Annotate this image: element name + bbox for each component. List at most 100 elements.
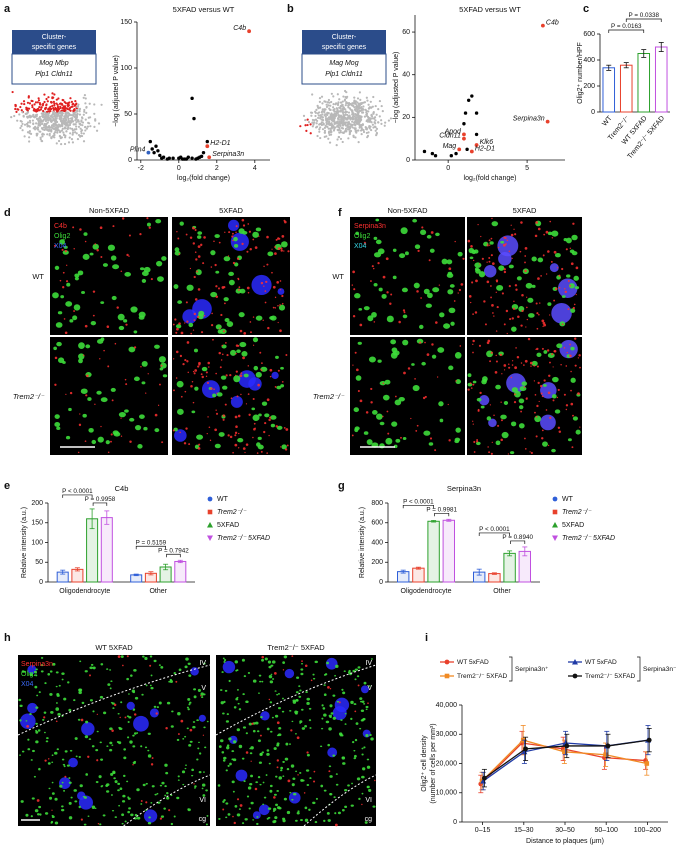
- tsne-point: [367, 103, 370, 106]
- tsne-point: [85, 127, 88, 130]
- tsne-point: [34, 128, 37, 131]
- speck: [263, 430, 266, 434]
- y-tick-label: 0: [39, 579, 43, 586]
- nucleus: [364, 821, 368, 824]
- tsne-point: [365, 109, 368, 113]
- tsne-point: [332, 103, 335, 106]
- nucleus: [224, 318, 230, 323]
- nucleus: [448, 365, 454, 371]
- speck: [557, 388, 560, 392]
- nucleus: [371, 311, 377, 318]
- nucleus: [241, 658, 245, 662]
- tsne-point: [56, 110, 59, 113]
- speck: [180, 719, 184, 723]
- plaque: [540, 414, 556, 431]
- tsne-point: [45, 97, 48, 101]
- nucleus: [574, 286, 580, 290]
- nucleus: [414, 244, 421, 250]
- nucleus: [500, 240, 505, 244]
- speck: [552, 366, 554, 368]
- tsne-point: [53, 123, 57, 126]
- tsne-point: [74, 103, 77, 107]
- speck: [525, 397, 528, 400]
- tsne-point: [31, 119, 34, 122]
- nucleus: [333, 796, 336, 799]
- tsne-point: [28, 119, 32, 122]
- speck: [557, 426, 561, 429]
- legend-marker: [572, 659, 578, 665]
- tsne-point: [67, 103, 70, 106]
- nucleus: [478, 271, 486, 278]
- speck: [178, 253, 181, 255]
- tsne-point: [49, 126, 52, 129]
- tsne-point: [78, 122, 81, 125]
- nucleus: [299, 772, 302, 774]
- speck: [538, 313, 540, 316]
- tsne-point: [332, 95, 335, 98]
- speck: [389, 302, 392, 305]
- nucleus: [176, 796, 180, 800]
- tsne-point: [334, 102, 338, 105]
- nucleus: [329, 704, 333, 708]
- nucleus: [246, 795, 250, 798]
- nucleus: [106, 668, 109, 670]
- speck: [501, 292, 504, 295]
- speck: [561, 267, 564, 271]
- speck: [448, 439, 451, 442]
- speck: [100, 256, 103, 259]
- nucleus: [181, 770, 186, 774]
- nucleus: [278, 706, 281, 710]
- tsne-point: [342, 111, 345, 114]
- legend-label: 5XFAD: [217, 522, 239, 529]
- nucleus: [292, 792, 297, 796]
- nucleus: [143, 426, 148, 431]
- nucleus: [353, 407, 360, 413]
- tsne-point: [32, 113, 35, 116]
- speck: [173, 389, 175, 392]
- row-label: WT: [32, 272, 44, 281]
- nucleus: [255, 315, 263, 321]
- tsne-point: [63, 116, 67, 120]
- nucleus: [177, 408, 184, 415]
- nucleus: [441, 258, 448, 265]
- nucleus: [229, 762, 232, 766]
- nucleus: [173, 815, 176, 818]
- speck: [239, 329, 243, 333]
- y-axis-label: Relative intensity (a.u.): [21, 507, 28, 578]
- speck: [65, 280, 69, 283]
- nucleus: [122, 774, 126, 777]
- x-axis-label: log₂(fold change): [177, 175, 230, 182]
- tsne-point: [66, 120, 70, 124]
- nucleus: [341, 734, 344, 737]
- nucleus: [88, 738, 92, 740]
- point: [646, 737, 652, 743]
- tsne-point: [330, 115, 334, 118]
- tsne-point: [55, 142, 58, 145]
- nucleus: [222, 759, 226, 762]
- error-bar: [60, 569, 66, 575]
- plaque: [230, 232, 249, 251]
- nucleus: [35, 674, 38, 677]
- speck: [535, 221, 539, 224]
- nucleus: [305, 691, 308, 693]
- nucleus: [355, 722, 359, 725]
- nucleus: [79, 784, 83, 788]
- speck: [177, 237, 180, 240]
- tsne-point: [374, 104, 377, 108]
- nucleus: [132, 734, 135, 737]
- tsne-point: [82, 140, 86, 143]
- nucleus: [48, 787, 51, 790]
- nucleus: [49, 796, 53, 800]
- nucleus: [35, 706, 39, 709]
- nucleus: [554, 409, 561, 414]
- speck: [382, 415, 384, 418]
- tsne-point: [346, 95, 349, 98]
- tsne-point: [68, 136, 71, 139]
- nucleus: [292, 777, 296, 781]
- nucleus: [368, 685, 371, 687]
- nucleus: [224, 689, 228, 692]
- tsne-point: [83, 94, 87, 97]
- nucleus: [359, 727, 362, 730]
- speck: [189, 236, 193, 240]
- nucleus: [87, 815, 90, 817]
